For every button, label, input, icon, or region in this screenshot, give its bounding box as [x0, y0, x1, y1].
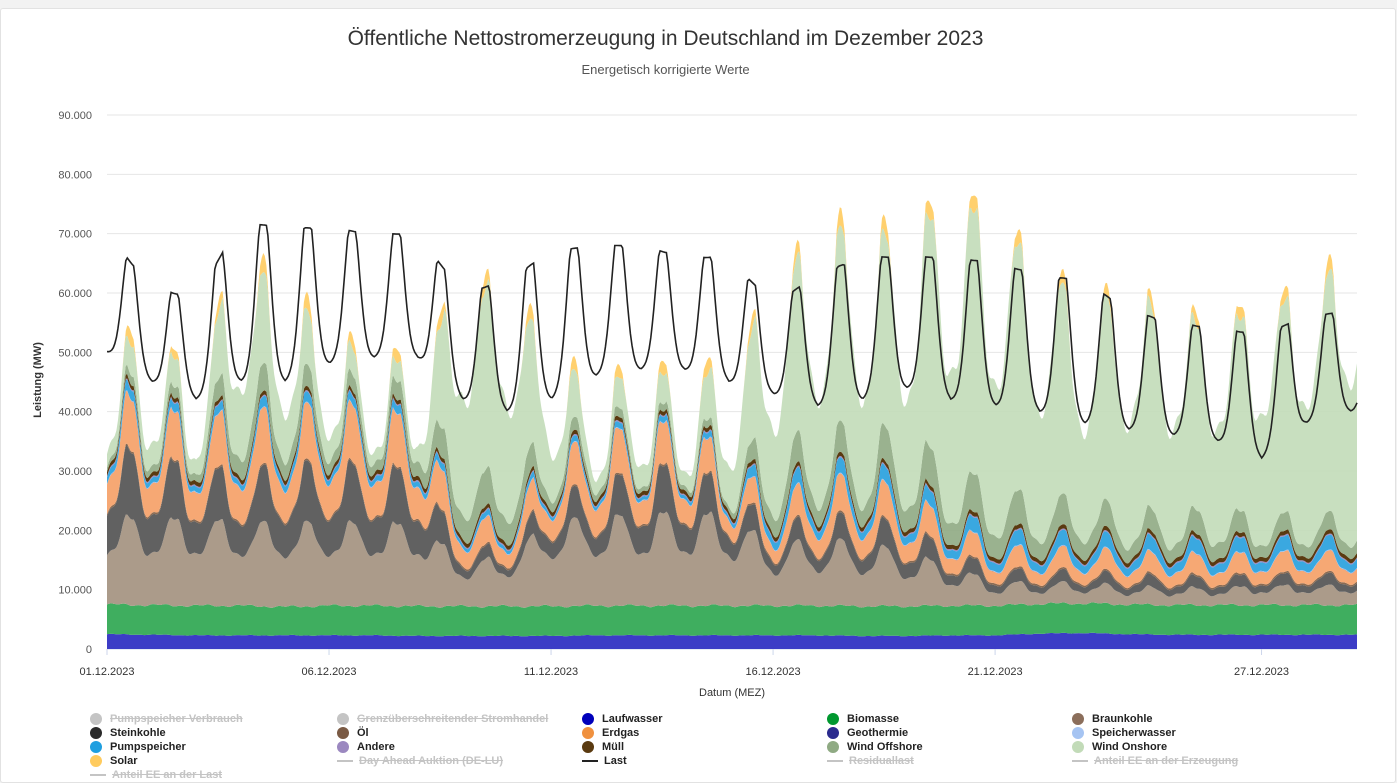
legend-line-icon: [827, 760, 843, 762]
legend-label: Öl: [357, 727, 369, 739]
y-tick-label: 70.000: [58, 229, 92, 241]
y-tick-label: 40.000: [58, 407, 92, 419]
area-wind-onshore[interactable]: [107, 207, 1357, 551]
legend-item[interactable]: Day Ahead Auktion (DE-LU): [337, 754, 503, 768]
x-tick-label: 16.12.2023: [746, 666, 801, 678]
legend-item[interactable]: Speicherwasser: [1072, 726, 1176, 740]
legend-dot-icon: [90, 713, 102, 725]
legend-dot-icon: [337, 741, 349, 753]
legend-dot-icon: [337, 727, 349, 739]
legend-dot-icon: [90, 741, 102, 753]
area-series: [107, 195, 1357, 649]
legend-label: Anteil EE an der Last: [112, 769, 223, 781]
legend-dot-icon: [582, 713, 594, 725]
x-tick-label: 06.12.2023: [301, 666, 356, 678]
y-axis-label: Leistung (MW): [32, 342, 44, 418]
legend-line-icon: [582, 760, 598, 762]
legend-item[interactable]: Residuallast: [827, 754, 914, 768]
y-tick-label: 30.000: [58, 466, 92, 478]
x-tick-label: 21.12.2023: [968, 666, 1023, 678]
legend-item[interactable]: Steinkohle: [90, 726, 166, 740]
legend-dot-icon: [827, 741, 839, 753]
legend-label: Laufwasser: [602, 713, 663, 725]
legend-dot-icon: [90, 727, 102, 739]
y-tick-label: 80.000: [58, 169, 92, 181]
legend-item[interactable]: Last: [582, 754, 627, 768]
y-tick-label: 0: [86, 644, 92, 656]
area-erdgas[interactable]: [107, 391, 1357, 589]
x-tick-label: 27.12.2023: [1234, 666, 1289, 678]
legend-item[interactable]: Grenzüberschreitender Stromhandel: [337, 712, 548, 726]
legend-label: Erdgas: [602, 727, 640, 739]
legend-label: Day Ahead Auktion (DE-LU): [359, 755, 504, 767]
chart-subtitle: Energetisch korrigierte Werte: [581, 62, 750, 77]
legend-label: Anteil EE an der Erzeugung: [1094, 755, 1239, 767]
legend-label: Wind Offshore: [847, 741, 923, 753]
area-laufwasser[interactable]: [107, 632, 1357, 649]
legend-label: Pumpspeicher Verbrauch: [110, 713, 243, 725]
legend-item[interactable]: Laufwasser: [582, 712, 663, 726]
legend-line-icon: [337, 760, 353, 762]
area-braunkohle[interactable]: [107, 511, 1357, 608]
legend-dot-icon: [1072, 741, 1084, 753]
legend-item[interactable]: Geothermie: [827, 726, 908, 740]
legend-label: Wind Onshore: [1092, 741, 1168, 753]
legend-label: Speicherwasser: [1092, 727, 1176, 739]
y-tick-label: 50.000: [58, 347, 92, 359]
x-axis-label: Datum (MEZ): [699, 687, 765, 699]
legend-item[interactable]: Pumpspeicher: [90, 740, 186, 754]
legend-label: Grenzüberschreitender Stromhandel: [357, 713, 549, 725]
legend-label: Biomasse: [847, 713, 899, 725]
legend-line-icon: [90, 774, 106, 776]
legend-item[interactable]: Öl: [337, 726, 369, 740]
legend-label: Solar: [110, 755, 138, 767]
legend-item[interactable]: Biomasse: [827, 712, 899, 726]
legend-dot-icon: [827, 713, 839, 725]
legend-label: Andere: [357, 741, 395, 753]
legend-dot-icon: [582, 741, 594, 753]
y-tick-label: 60.000: [58, 288, 92, 300]
legend-item[interactable]: Solar: [90, 754, 138, 768]
legend-item[interactable]: Erdgas: [582, 726, 639, 740]
legend-line-icon: [1072, 760, 1088, 762]
line-series: [106, 223, 1358, 460]
legend-item[interactable]: Pumpspeicher Verbrauch: [90, 712, 243, 726]
legend-dot-icon: [582, 727, 594, 739]
legend-label: Müll: [602, 741, 624, 753]
area-pumpspeicher[interactable]: [107, 379, 1357, 577]
legend-label: Residuallast: [849, 755, 914, 767]
chart-title: Öffentliche Nettostromerzeugung in Deuts…: [347, 27, 984, 50]
legend-item[interactable]: Anteil EE an der Last: [90, 768, 222, 782]
area-steinkohle[interactable]: [107, 445, 1357, 597]
legend-item[interactable]: Wind Offshore: [827, 740, 923, 754]
legend-label: Pumpspeicher: [110, 741, 186, 753]
legend-item[interactable]: Andere: [337, 740, 395, 754]
legend-label: Last: [604, 755, 627, 767]
legend-item[interactable]: Anteil EE an der Erzeugung: [1072, 754, 1238, 768]
legend-dot-icon: [827, 727, 839, 739]
x-axis-ticks: 01.12.2023 06.12.2023 11.12.2023 16.12.2023…: [79, 649, 1289, 678]
legend-dot-icon: [1072, 713, 1084, 725]
legend-dot-icon: [90, 755, 102, 767]
x-tick-label: 01.12.2023: [79, 666, 134, 678]
legend-label: Braunkohle: [1092, 713, 1153, 725]
line-last[interactable]: [106, 223, 1358, 460]
y-axis-ticks: 0 10.000 20.000 30.000 40.000 50.000 60.000 70.…: [58, 110, 92, 656]
y-tick-label: 10.000: [58, 585, 92, 597]
legend-item[interactable]: Wind Onshore: [1072, 740, 1167, 754]
y-tick-label: 90.000: [58, 110, 92, 122]
y-tick-label: 20.000: [58, 525, 92, 537]
legend-item[interactable]: Braunkohle: [1072, 712, 1153, 726]
legend-label: Steinkohle: [110, 727, 166, 739]
x-tick-label: 11.12.2023: [524, 666, 578, 678]
area-biomasse[interactable]: [107, 602, 1357, 637]
legend-item[interactable]: Müll: [582, 740, 624, 754]
legend-label: Geothermie: [847, 727, 909, 739]
legend-dot-icon: [1072, 727, 1084, 739]
legend-dot-icon: [337, 713, 349, 725]
